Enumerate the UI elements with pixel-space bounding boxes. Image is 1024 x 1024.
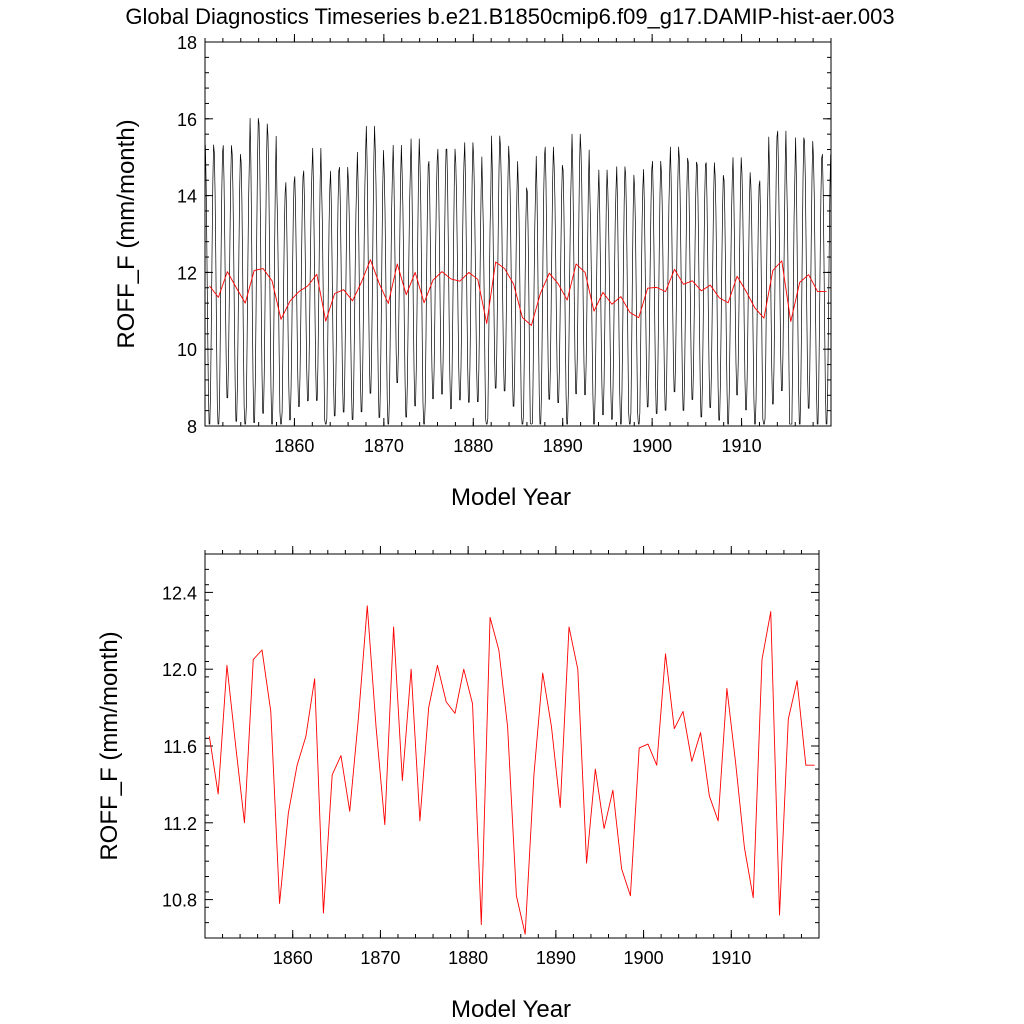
bottom-panel: 10.8 11.2 11.6 12.0 12.4 1860 1870 1880 1890 1900… [96, 546, 820, 1023]
bottom-series-layer [208, 605, 815, 935]
bottom-y-axis-label: ROFF_F (mm/month) [96, 631, 123, 860]
bottom-y-tick-label: 10.8 [162, 891, 197, 911]
bottom-y-tick-label: 12.4 [162, 583, 197, 603]
bottom-x-tick-label: 1870 [360, 948, 400, 968]
top-plot-frame [204, 41, 832, 427]
top-panel: 8 10 12 14 16 18 1860 1870 1880 1890 1900 1910 Mode… [113, 33, 832, 511]
top-monthly-line [205, 118, 831, 425]
bottom-y-tick-label: 12.0 [162, 660, 197, 680]
top-x-tick-label: 1910 [722, 436, 762, 456]
bottom-y-tick-label: 11.2 [163, 814, 197, 834]
bottom-x-tick-label: 1880 [448, 948, 488, 968]
top-y-tick-label: 12 [177, 263, 197, 283]
top-x-tick-label: 1860 [274, 436, 314, 456]
top-x-tick-label: 1880 [453, 436, 493, 456]
top-y-tick-label: 14 [177, 187, 197, 207]
bottom-axis-ticks: 10.8 11.2 11.6 12.0 12.4 1860 1870 1880 1890 1900… [162, 546, 820, 968]
top-y-axis-label: ROFF_F (mm/month) [113, 119, 140, 348]
top-x-tick-label: 1870 [364, 436, 404, 456]
top-y-tick-label: 18 [177, 33, 197, 53]
bottom-x-tick-label: 1860 [273, 948, 313, 968]
top-y-tick-label: 8 [187, 417, 197, 437]
top-x-tick-label: 1900 [632, 436, 672, 456]
top-y-tick-label: 16 [177, 110, 197, 130]
top-series-layer [205, 118, 831, 425]
top-annual-mean-line [209, 259, 827, 326]
top-y-tick-label: 10 [177, 340, 197, 360]
figure-title: Global Diagnostics Timeseries b.e21.B185… [125, 4, 894, 29]
bottom-y-tick-label: 11.6 [163, 737, 197, 757]
bottom-annual-mean-line [208, 605, 815, 935]
top-x-axis-label: Model Year [451, 484, 571, 511]
bottom-x-tick-label: 1900 [624, 948, 664, 968]
top-axis-ticks: 8 10 12 14 16 18 1860 1870 1880 1890 1900 1910 [177, 33, 832, 456]
bottom-x-axis-label: Model Year [451, 996, 571, 1023]
bottom-x-tick-label: 1890 [536, 948, 576, 968]
top-x-tick-label: 1890 [543, 436, 583, 456]
bottom-x-tick-label: 1910 [711, 948, 751, 968]
